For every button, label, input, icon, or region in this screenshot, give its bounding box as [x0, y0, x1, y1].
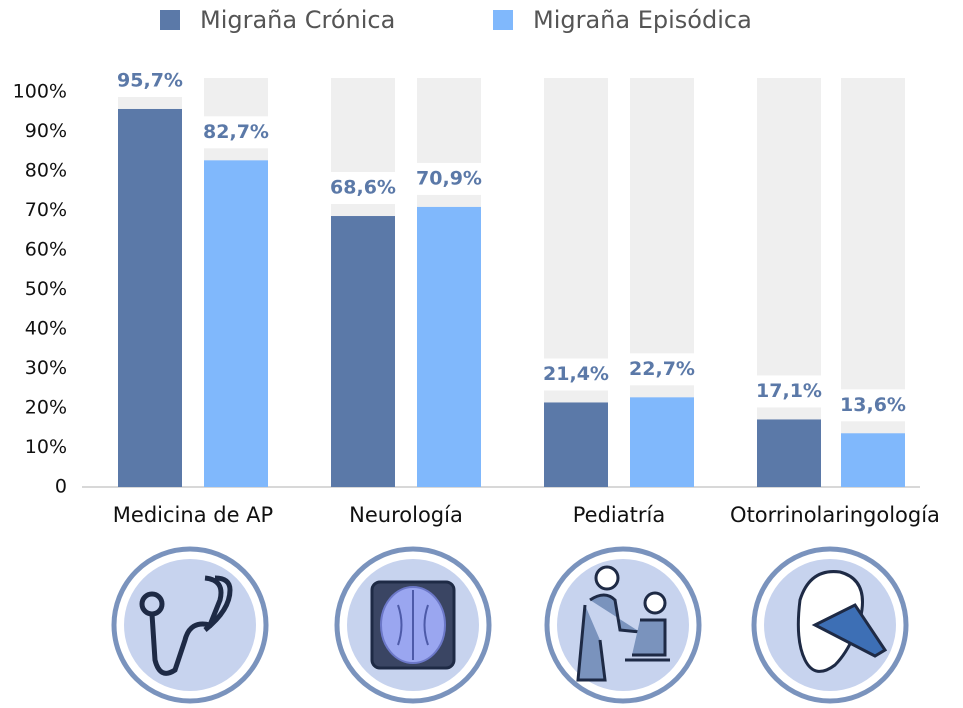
legend-label: Migraña Episódica: [533, 6, 752, 34]
y-tick-label: 60%: [25, 239, 67, 261]
value-label: 95,7%: [117, 69, 183, 91]
icon-pediatrics: [544, 546, 702, 704]
bar: [417, 206, 481, 487]
y-tick-label: 80%: [25, 160, 67, 182]
y-tick-label: 100%: [13, 81, 67, 103]
value-label: 21,4%: [543, 363, 609, 385]
x-tick-label: Otorrinolaringología: [730, 503, 940, 527]
value-label-bg: [317, 172, 409, 205]
legend-label: Migraña Crónica: [200, 6, 395, 34]
bar: [204, 160, 268, 487]
bar: [841, 433, 905, 487]
y-tick-label: 0: [55, 476, 67, 498]
value-label-bg: [190, 116, 282, 149]
value-label: 68,6%: [330, 177, 396, 199]
y-tick-label: 20%: [25, 397, 67, 419]
bar: [544, 402, 608, 487]
value-label-bg: [743, 375, 835, 408]
y-tick-label: 70%: [25, 199, 67, 221]
icons: [111, 546, 909, 704]
legend-swatch: [493, 10, 513, 30]
bar: [118, 108, 182, 488]
value-label: 17,1%: [756, 380, 822, 402]
value-label-bg: [104, 64, 196, 97]
y-tick-label: 90%: [25, 120, 67, 142]
value-label-bg: [403, 162, 495, 195]
bar: [757, 419, 821, 487]
value-label: 82,7%: [203, 121, 269, 143]
bar: [630, 397, 694, 487]
icon-brain-scan: [334, 546, 492, 704]
x-tick-label: Neurología: [349, 503, 463, 527]
y-tick-label: 30%: [25, 357, 67, 379]
value-label-bg: [616, 353, 708, 386]
x-tick-label: Pediatría: [573, 503, 665, 527]
y-tick-label: 40%: [25, 318, 67, 340]
value-label: 13,6%: [840, 394, 906, 416]
bar-background: [757, 78, 821, 487]
icon-otoscope: [751, 546, 909, 704]
value-label-bg: [530, 358, 622, 391]
x-tick-label: Medicina de AP: [113, 503, 273, 527]
bar-background: [841, 78, 905, 487]
value-label-bg: [827, 389, 919, 422]
value-label: 22,7%: [629, 358, 695, 380]
icon-stethoscope: [111, 546, 269, 704]
y-tick-label: 50%: [25, 278, 67, 300]
bar: [331, 216, 395, 487]
value-label: 70,9%: [416, 167, 482, 189]
y-tick-label: 10%: [25, 436, 67, 458]
legend-swatch: [160, 10, 180, 30]
